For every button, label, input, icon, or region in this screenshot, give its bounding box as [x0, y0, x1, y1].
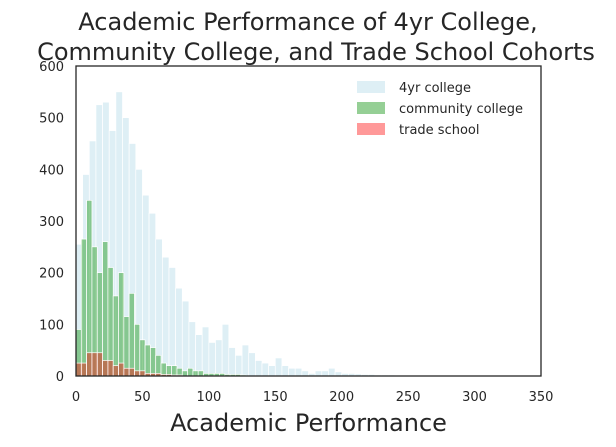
- y-tick-label: 300: [39, 215, 64, 230]
- y-tick-label: 100: [39, 318, 64, 333]
- histogram-bar: [171, 365, 178, 377]
- histogram-bar: [128, 367, 135, 377]
- x-tick-labels: 0 50 100 150 200 250 300 350: [72, 390, 554, 405]
- histogram-bar: [128, 292, 135, 377]
- x-tick-label: 150: [263, 390, 288, 405]
- histogram-bar: [112, 365, 119, 377]
- legend-label: trade school: [399, 123, 479, 138]
- histogram-bar: [221, 323, 230, 377]
- histogram-bar: [201, 326, 210, 377]
- chart-title-line-1: Academic Performance of 4yr College,: [78, 8, 537, 36]
- histogram-bar: [314, 370, 323, 377]
- legend-label: community college: [399, 102, 523, 117]
- histogram-bar: [294, 367, 303, 377]
- histogram-bar: [86, 352, 93, 377]
- legend-label: 4yr college: [399, 81, 471, 96]
- histogram-bar: [102, 360, 109, 377]
- x-tick-label: 350: [529, 390, 554, 405]
- histogram-bar: [134, 370, 141, 377]
- histogram-bar: [274, 357, 283, 377]
- histogram-bar: [261, 362, 269, 377]
- x-tick-label: 0: [72, 390, 80, 405]
- histogram-bar: [102, 241, 109, 377]
- histogram-bar: [301, 370, 309, 377]
- histogram-bar: [160, 362, 167, 377]
- histogram-bar: [75, 362, 82, 377]
- histogram-bar: [144, 344, 151, 377]
- histogram-bar: [118, 362, 125, 377]
- histogram-bar: [86, 199, 93, 377]
- histogram-bar: [139, 370, 146, 377]
- legend-swatch: [357, 102, 385, 114]
- x-axis-label: Academic Performance: [170, 409, 447, 437]
- histogram-bar: [175, 287, 183, 377]
- y-tick-label: 0: [56, 370, 64, 385]
- bars-layer: [75, 91, 409, 377]
- legend-swatch: [357, 81, 385, 93]
- histogram-bar: [162, 256, 170, 377]
- histogram-bar: [268, 365, 276, 377]
- histogram-bar: [255, 360, 263, 377]
- plot-frame: [75, 65, 542, 377]
- histogram-bar: [288, 367, 296, 377]
- x-tick-label: 200: [329, 390, 354, 405]
- histogram-bar: [118, 272, 125, 377]
- series-4yr-college-bars: [75, 91, 409, 377]
- histogram-bar: [195, 334, 203, 377]
- histogram-bar: [321, 370, 329, 377]
- histogram-bar: [192, 370, 199, 377]
- legend-swatch: [357, 123, 385, 135]
- x-tick-label: 100: [196, 390, 221, 405]
- histogram-bar: [168, 267, 176, 377]
- histogram-bar: [181, 370, 188, 377]
- histogram-bar: [281, 365, 289, 377]
- x-tick-label: 50: [134, 390, 151, 405]
- histogram-bar: [123, 367, 130, 377]
- histogram-bar: [181, 300, 190, 377]
- y-tick-labels: 0 100 200 300 400 500 600: [39, 60, 64, 385]
- histogram-bar: [187, 367, 194, 377]
- histogram-bar: [228, 347, 236, 377]
- legend: 4yr college community college trade school: [357, 81, 523, 138]
- histogram-bar: [150, 347, 157, 377]
- histogram-bar: [91, 352, 98, 377]
- histogram-bar: [215, 339, 223, 377]
- y-tick-label: 400: [39, 163, 64, 178]
- histogram-bar: [208, 342, 216, 377]
- histogram-bar: [123, 316, 130, 377]
- x-tick-label: 250: [396, 390, 421, 405]
- histogram-bar: [235, 354, 243, 377]
- histogram-bar: [107, 360, 114, 377]
- x-tick-label: 300: [462, 390, 487, 405]
- histogram-bar: [112, 295, 119, 377]
- histogram-bar: [248, 352, 256, 377]
- y-tick-label: 500: [39, 112, 64, 127]
- histogram-bar: [241, 344, 250, 377]
- chart-title-line-2: Community College, and Trade School Coho…: [37, 38, 595, 66]
- histogram-bar: [96, 352, 103, 377]
- histogram-bar: [80, 362, 87, 377]
- histogram-bar: [197, 370, 204, 377]
- y-tick-label: 600: [39, 60, 64, 75]
- histogram-bar: [80, 238, 87, 377]
- histogram-bar: [188, 321, 196, 377]
- y-tick-label: 200: [39, 267, 64, 282]
- histogram-bar: [328, 367, 336, 377]
- histogram-bar: [107, 267, 114, 377]
- histogram-bar: [155, 354, 162, 377]
- histogram-bar: [134, 323, 141, 377]
- series-trade-school-bars: [75, 352, 183, 377]
